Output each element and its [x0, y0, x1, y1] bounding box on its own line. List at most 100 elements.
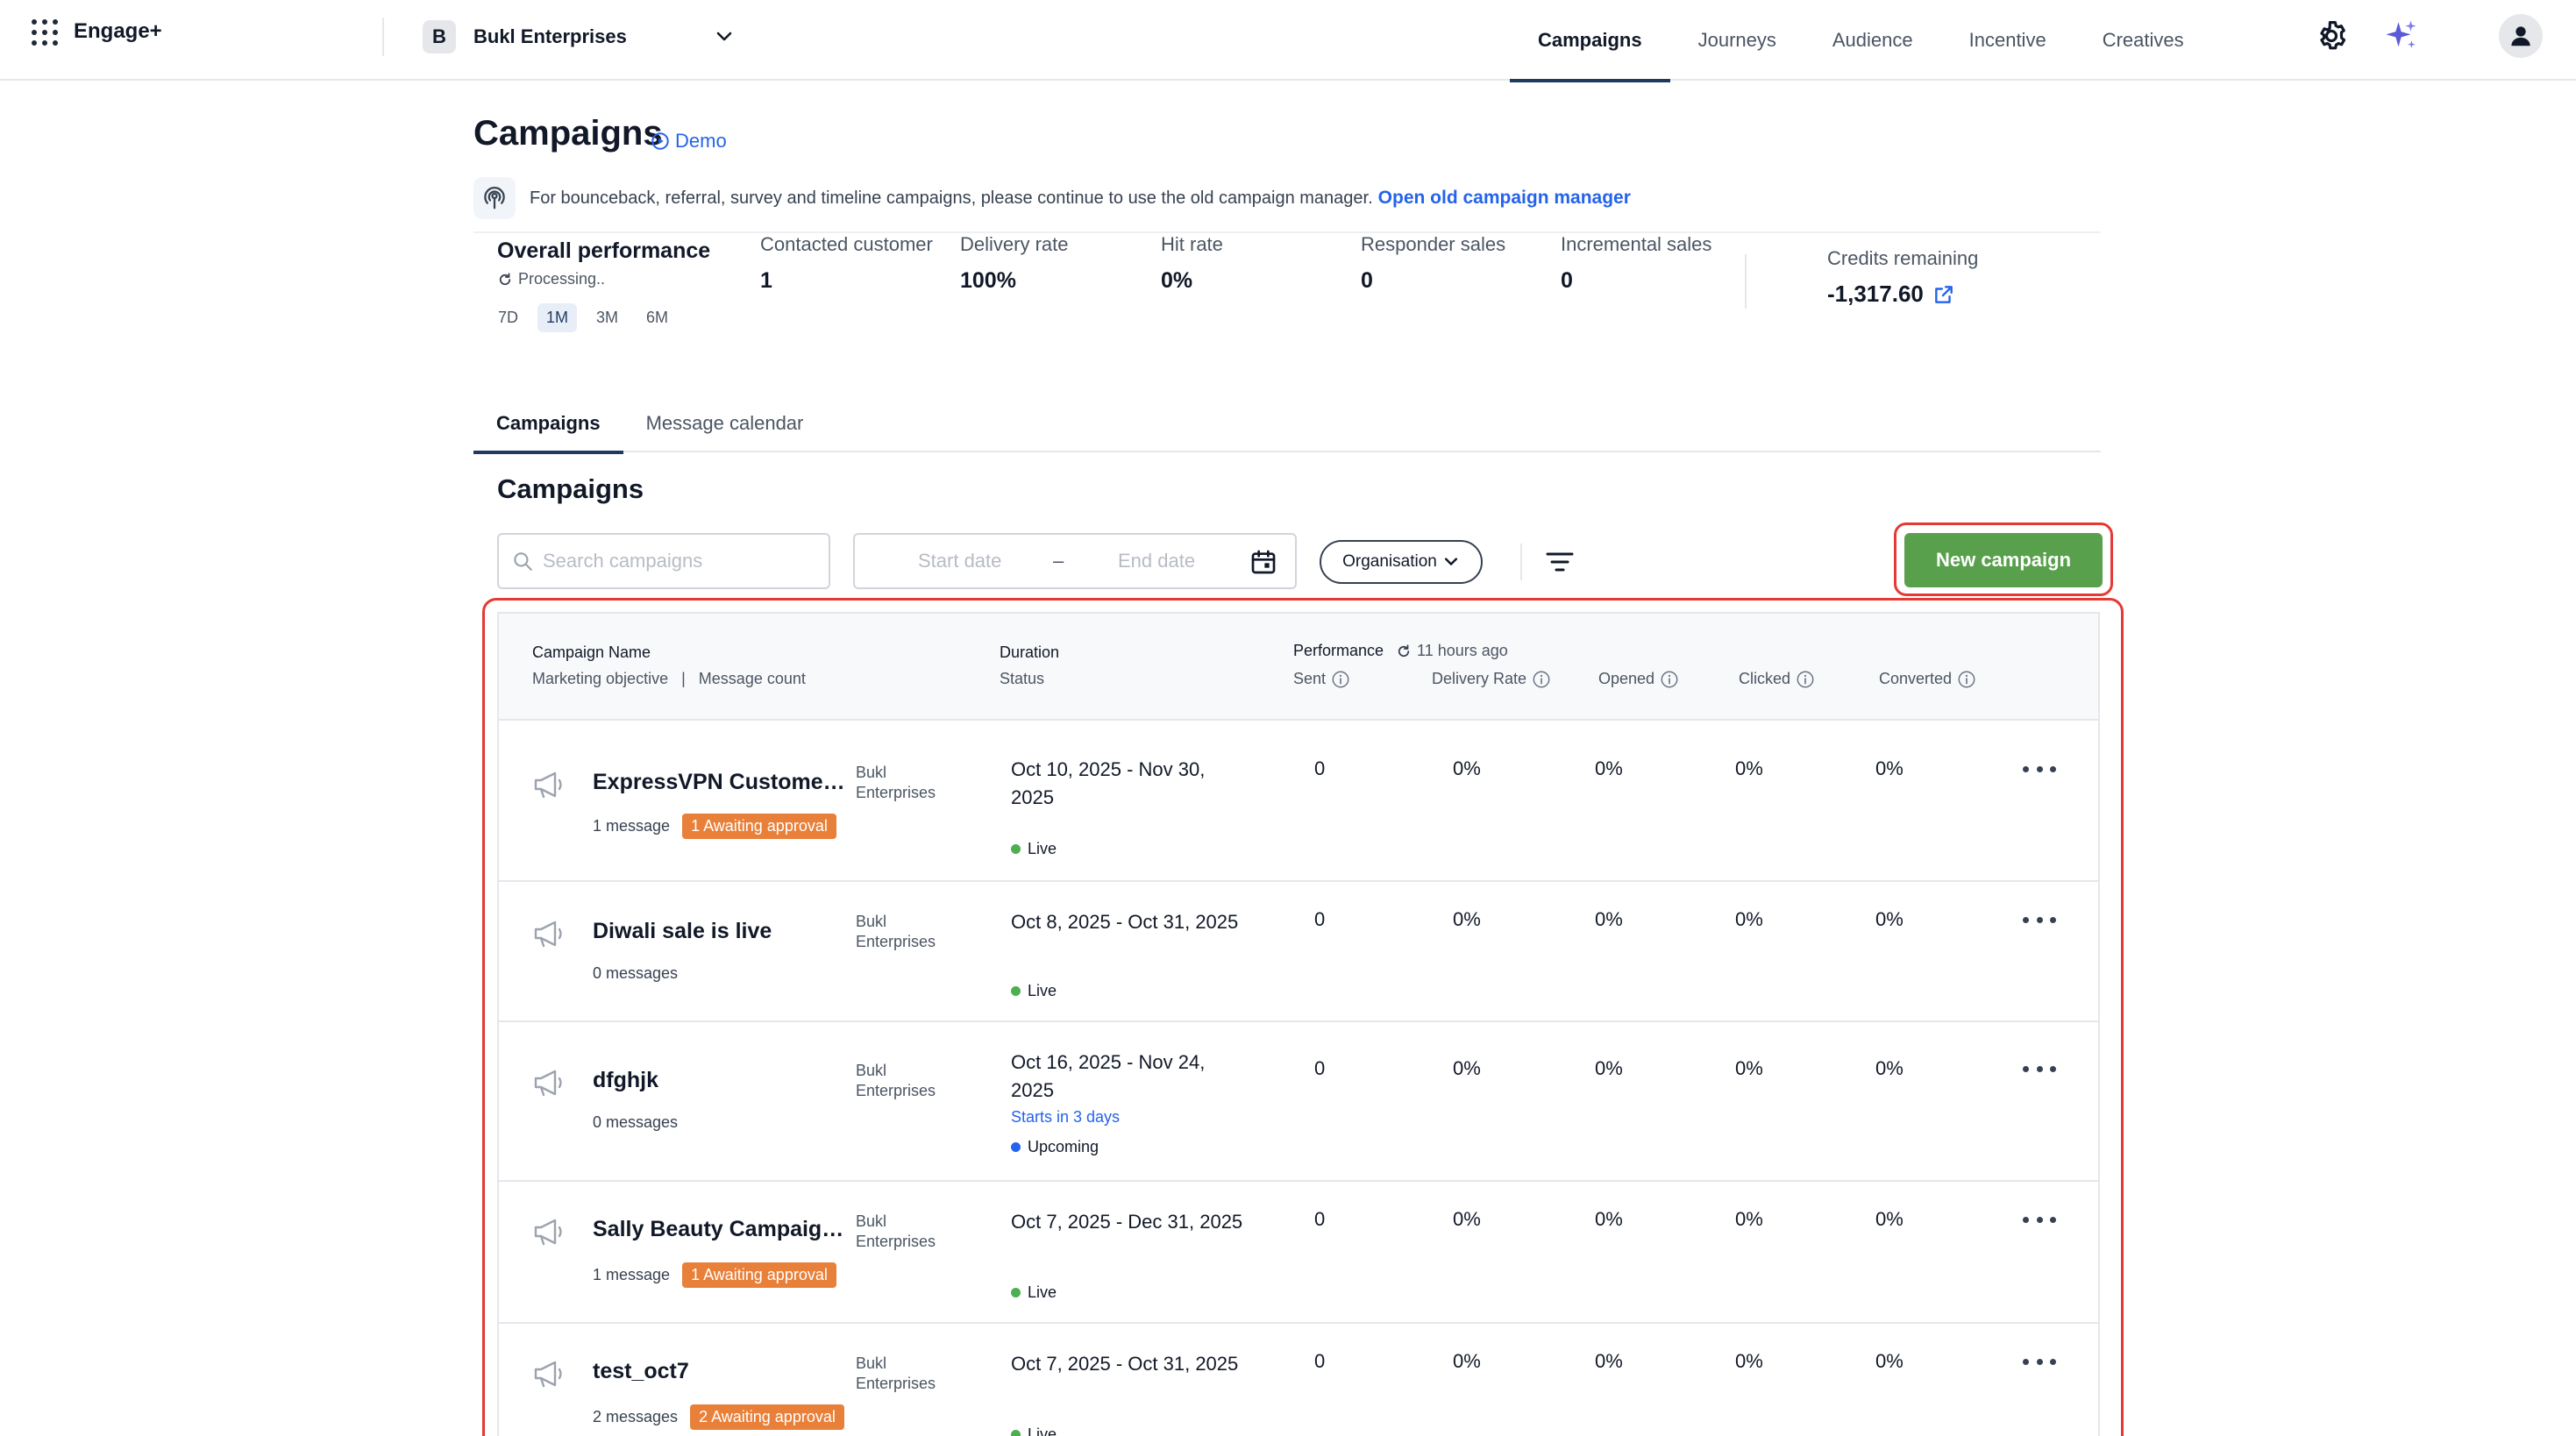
- period-7d[interactable]: 7D: [498, 309, 519, 326]
- metric-label: Delivery rate: [960, 233, 1069, 255]
- metric-converted: 0%: [1875, 1350, 1904, 1372]
- app-name[interactable]: Engage+: [74, 19, 162, 43]
- campaign-status: Live: [1011, 1283, 1057, 1302]
- campaign-org: Bukl Enterprises: [856, 764, 936, 801]
- processing-text: Processing..: [518, 270, 606, 288]
- metric-hit-rate: Hit rate 0%: [1161, 233, 1223, 294]
- tab-message-calendar[interactable]: Message calendar: [645, 412, 804, 434]
- campaign-name[interactable]: Sally Beauty Campaigns: [593, 1217, 847, 1241]
- status-label: Upcoming: [1028, 1138, 1099, 1155]
- status-dot: [1011, 1430, 1021, 1436]
- metric-sent: 0: [1314, 908, 1326, 930]
- table-row[interactable]: ExpressVPN Customer ... 1 message 1 Awai…: [499, 721, 2098, 882]
- megaphone-icon: [534, 1219, 562, 1246]
- topbar-divider: [382, 18, 384, 56]
- table-row[interactable]: dfghjk 0 messages Bukl Enterprises Oct 16…: [499, 1022, 2098, 1182]
- header-duration[interactable]: Duration: [1000, 643, 1060, 661]
- campaign-org: Bukl Enterprises: [856, 913, 936, 950]
- header-campaign-name[interactable]: Campaign Name: [532, 643, 651, 661]
- header-converted-label: Converted: [1879, 670, 1953, 687]
- nav-item-audience[interactable]: Audience: [1832, 29, 1913, 51]
- sparkle-icon[interactable]: [2383, 18, 2420, 54]
- metric-sent: 0: [1314, 1208, 1326, 1230]
- user-icon: [2511, 26, 2530, 46]
- calendar-icon[interactable]: [1249, 548, 1277, 576]
- metric-value: 0: [1561, 268, 1573, 293]
- campaign-duration: Oct 7, 2025 - Oct 31, 2025: [1011, 1353, 1239, 1375]
- external-link-icon[interactable]: [1932, 283, 1955, 306]
- more-options-icon[interactable]: [2023, 766, 2056, 775]
- date-range-picker[interactable]: Start date – End date: [853, 533, 1297, 589]
- refresh-icon[interactable]: [1396, 643, 1412, 659]
- organisation-filter[interactable]: Organisation: [1320, 540, 1483, 584]
- metric-incremental-sales: Incremental sales 0: [1561, 233, 1711, 294]
- org-switcher[interactable]: B Bukl Enterprises: [423, 18, 627, 56]
- campaign-name[interactable]: Diwali sale is live: [593, 919, 772, 943]
- campaign-duration: Oct 10, 2025 - Nov 30, 2025: [1011, 758, 1206, 808]
- info-icon[interactable]: [1660, 670, 1679, 689]
- tab-campaigns[interactable]: Campaigns: [473, 395, 623, 454]
- filter-icon[interactable]: [1545, 549, 1575, 575]
- table-highlight: [482, 598, 2124, 1436]
- campaign-duration: Oct 16, 2025 - Nov 24, 2025: [1011, 1051, 1206, 1101]
- more-options-icon[interactable]: [2023, 1217, 2056, 1226]
- info-icon[interactable]: [1957, 670, 1976, 689]
- nav-item-incentive[interactable]: Incentive: [1968, 29, 2046, 51]
- campaign-meta: 2 messages 2 Awaiting approval: [593, 1404, 844, 1430]
- metric-opened: 0%: [1595, 1208, 1623, 1230]
- header-message-count-label: Message count: [698, 670, 806, 687]
- date-separator: –: [1053, 550, 1064, 572]
- open-old-campaign-manager-link[interactable]: Open old campaign manager: [1377, 188, 1631, 208]
- info-icon[interactable]: [1796, 670, 1815, 689]
- nav-item-campaigns[interactable]: Campaigns: [1510, 0, 1670, 82]
- campaign-org: Bukl Enterprises: [856, 1354, 936, 1392]
- more-options-icon[interactable]: [2023, 1359, 2056, 1368]
- campaign-org: Bukl Enterprises: [856, 1062, 936, 1099]
- nav-item-creatives[interactable]: Creatives: [2102, 29, 2184, 51]
- header-status: Status: [1000, 670, 1045, 687]
- period-3m[interactable]: 3M: [596, 309, 619, 326]
- new-campaign-button[interactable]: New campaign: [1904, 533, 2103, 587]
- org-name: Bukl Enterprises: [473, 25, 627, 47]
- table-row[interactable]: test_oct7 2 messages 2 Awaiting approval…: [499, 1324, 2098, 1436]
- info-icon[interactable]: [1331, 670, 1350, 689]
- campaign-duration: Oct 7, 2025 - Dec 31, 2025: [1011, 1211, 1243, 1233]
- start-date-field[interactable]: Start date: [918, 550, 1002, 572]
- metric-value: 0%: [1161, 268, 1193, 293]
- demo-link[interactable]: Demo: [651, 130, 727, 153]
- period-6m[interactable]: 6M: [646, 309, 669, 326]
- end-date-field[interactable]: End date: [1118, 550, 1196, 572]
- metric-clicked: 0%: [1735, 1057, 1763, 1079]
- more-options-icon[interactable]: [2023, 1066, 2056, 1075]
- status-label: Live: [1028, 982, 1057, 999]
- status-dot: [1011, 844, 1021, 854]
- apps-grid-icon[interactable]: [32, 19, 58, 46]
- campaign-org: Bukl Enterprises: [856, 1212, 936, 1250]
- chevron-down-icon[interactable]: [714, 26, 735, 47]
- gear-icon[interactable]: [2315, 19, 2348, 53]
- table-row[interactable]: Sally Beauty Campaigns 1 message 1 Await…: [499, 1182, 2098, 1324]
- message-count: 1 message: [593, 817, 671, 835]
- more-options-icon[interactable]: [2023, 917, 2056, 926]
- nav-item-journeys[interactable]: Journeys: [1697, 29, 1776, 51]
- message-count: 0 messages: [593, 964, 679, 982]
- toolbar-divider: [1520, 544, 1522, 580]
- metric-delivery-rate: Delivery rate 100%: [960, 233, 1068, 294]
- user-avatar[interactable]: [2499, 14, 2543, 58]
- campaign-duration: Oct 8, 2025 - Oct 31, 2025: [1011, 911, 1239, 933]
- search-box[interactable]: [497, 533, 830, 589]
- campaign-name[interactable]: test_oct7: [593, 1359, 689, 1383]
- period-1m[interactable]: 1M: [537, 303, 578, 332]
- search-input[interactable]: [543, 550, 806, 572]
- header-performance: Performance 11 hours ago: [1293, 642, 1508, 660]
- table-row[interactable]: Diwali sale is live 0 messages Bukl Ente…: [499, 882, 2098, 1022]
- campaign-name[interactable]: ExpressVPN Customer ...: [593, 770, 847, 794]
- header-clicked: Clicked: [1739, 670, 1815, 689]
- status-dot: [1011, 986, 1021, 996]
- metric-sent: 0: [1314, 757, 1326, 779]
- processing-status: Processing..: [497, 270, 605, 288]
- status-label: Live: [1028, 840, 1057, 857]
- metric-responder-sales: Responder sales 0: [1361, 233, 1505, 294]
- campaign-name[interactable]: dfghjk: [593, 1068, 658, 1092]
- info-icon[interactable]: [1532, 670, 1551, 689]
